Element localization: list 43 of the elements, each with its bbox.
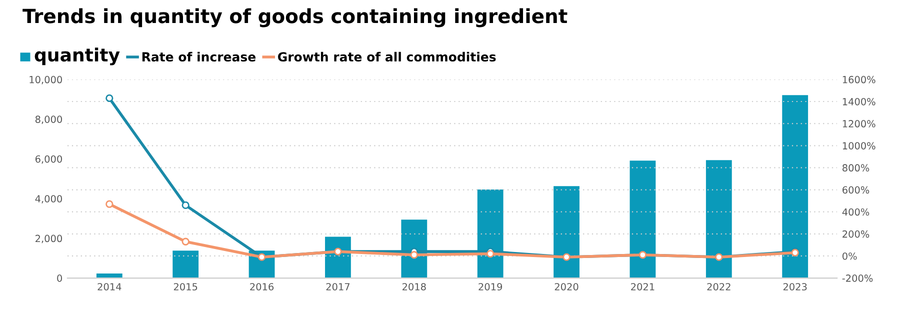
y-tick-label: 6,000 — [35, 155, 62, 164]
y2-tick-label: 400% — [842, 208, 870, 216]
point — [106, 94, 114, 102]
x-tick-label: 2021 — [631, 283, 654, 290]
point — [106, 200, 114, 208]
chart-title: Trends in quantity of goods containing ingredient — [22, 8, 568, 28]
y2-tick-label: 1400% — [842, 98, 876, 106]
y2-tick-label: 1000% — [842, 142, 876, 150]
bar — [172, 250, 199, 278]
x-tick-label: 2018 — [402, 283, 426, 290]
y-tick-label: 0 — [57, 274, 62, 282]
bar — [554, 186, 580, 278]
y-tick-label: 10,000 — [30, 76, 62, 84]
y2-tick-label: 800% — [842, 164, 870, 172]
x-tick-label: 2023 — [783, 283, 807, 290]
legend-label: Growth rate of all commodities — [278, 52, 496, 62]
bar — [325, 236, 351, 278]
x-tick-label: 2014 — [98, 283, 122, 290]
x-tick-label: 2016 — [250, 283, 274, 290]
x-tick-label: 2020 — [554, 283, 578, 290]
y2-tick-label: 1200% — [842, 120, 876, 128]
legend-label: Rate of increase — [142, 52, 256, 62]
point — [182, 238, 190, 246]
y-tick-label: 8,000 — [35, 116, 62, 124]
x-tick-label: 2015 — [174, 283, 198, 290]
y2-tick-label: 200% — [842, 230, 870, 238]
y-tick-label: 2,000 — [36, 234, 62, 244]
y-tick-label: 4,000 — [35, 195, 62, 204]
point — [486, 250, 494, 258]
bar — [782, 95, 808, 278]
y2-tick-label: 1600% — [842, 76, 876, 84]
y2-tick-label: -200% — [842, 274, 873, 282]
y2-tick-label: 600% — [842, 186, 870, 194]
bar — [630, 160, 656, 278]
bar — [477, 189, 504, 278]
x-tick-label: 2017 — [326, 283, 350, 290]
x-tick-label: 2019 — [478, 283, 502, 290]
y2-tick-label: 0% — [842, 252, 857, 260]
point — [410, 251, 418, 259]
point — [182, 201, 190, 210]
x-tick-label: 2022 — [707, 283, 730, 290]
legend-label: quantity — [34, 48, 120, 66]
bar — [706, 160, 732, 278]
